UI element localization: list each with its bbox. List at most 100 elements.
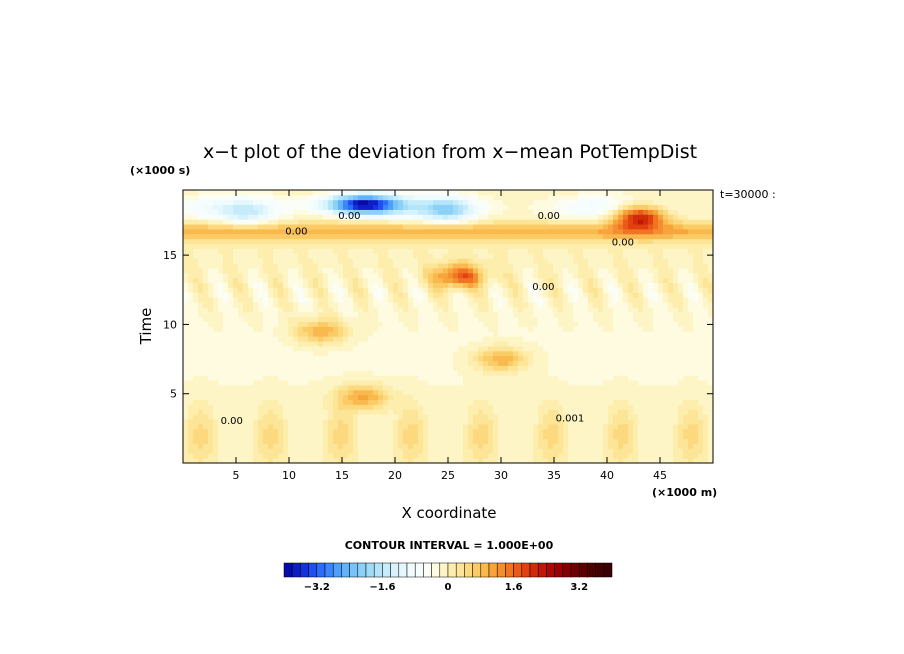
heatmap-cell (463, 258, 469, 264)
heatmap-cell (703, 365, 709, 371)
heatmap-cell (263, 443, 269, 449)
heatmap-cell (643, 385, 649, 391)
heatmap-cell (578, 243, 584, 249)
heatmap-cell (668, 292, 674, 298)
heatmap-cell (678, 414, 684, 420)
heatmap-cell (673, 438, 679, 444)
heatmap-cell (318, 268, 324, 274)
heatmap-cell (218, 282, 224, 288)
heatmap-cell (403, 414, 409, 420)
heatmap-cell (218, 419, 224, 425)
heatmap-cell (218, 263, 224, 269)
heatmap-cell (538, 336, 544, 342)
heatmap-cell (643, 346, 649, 352)
heatmap-cell (428, 453, 434, 459)
heatmap-cell (243, 419, 249, 425)
heatmap-cell (228, 399, 234, 405)
heatmap-cell (518, 321, 524, 327)
heatmap-cell (223, 409, 229, 415)
heatmap-cell (258, 409, 264, 415)
heatmap-cell (238, 375, 244, 381)
heatmap-cell (323, 277, 329, 284)
heatmap-cell (673, 233, 679, 240)
heatmap-cell (643, 394, 649, 401)
heatmap-cell (393, 350, 399, 357)
heatmap-cell (588, 404, 594, 410)
heatmap-cell (458, 272, 464, 279)
heatmap-cell (623, 287, 629, 293)
heatmap-cell (523, 453, 529, 459)
heatmap-cell (238, 238, 244, 245)
heatmap-cell (288, 336, 294, 342)
heatmap-cell (543, 253, 549, 259)
heatmap-cell (528, 321, 534, 327)
heatmap-cell (653, 448, 659, 454)
heatmap-cell (233, 428, 239, 435)
heatmap-cell (188, 268, 194, 274)
heatmap-cell (613, 233, 619, 240)
heatmap-cell (298, 389, 304, 396)
heatmap-cell (483, 287, 489, 293)
heatmap-cell (333, 307, 339, 313)
heatmap-cell (403, 238, 409, 245)
heatmap-cell (363, 253, 369, 259)
heatmap-cell (198, 326, 204, 332)
heatmap-cell (423, 414, 429, 420)
heatmap-cell (528, 350, 534, 357)
heatmap-cell (568, 389, 574, 396)
heatmap-cell (338, 365, 344, 371)
heatmap-cell (448, 272, 454, 279)
heatmap-cell (513, 380, 519, 386)
heatmap-cell (313, 321, 319, 327)
heatmap-cell (553, 389, 559, 396)
heatmap-cell (458, 404, 464, 410)
heatmap-cell (463, 277, 469, 284)
heatmap-cell (358, 336, 364, 342)
heatmap-cell (543, 360, 549, 366)
heatmap-cell (203, 360, 209, 366)
heatmap-cell (653, 272, 659, 279)
heatmap-cell (333, 438, 339, 444)
heatmap-cell (373, 375, 379, 381)
heatmap-cell (353, 277, 359, 284)
heatmap-cell (463, 238, 469, 245)
heatmap-cell (268, 253, 274, 259)
heatmap-cell (588, 438, 594, 444)
heatmap-cell (628, 424, 634, 430)
heatmap-cell (268, 243, 274, 249)
heatmap-cell (673, 385, 679, 391)
heatmap-cell (543, 297, 549, 303)
heatmap-cell (203, 399, 209, 405)
heatmap-cell (708, 311, 714, 318)
heatmap-cell (223, 399, 229, 405)
heatmap-cell (388, 428, 394, 435)
heatmap-cell (638, 458, 644, 464)
heatmap-cell (663, 399, 669, 405)
heatmap-cell (403, 316, 409, 323)
heatmap-cell (628, 414, 634, 420)
heatmap-cell (708, 282, 714, 288)
heatmap-cell (588, 282, 594, 288)
heatmap-cell (613, 443, 619, 449)
heatmap-cell (568, 404, 574, 410)
heatmap-cell (598, 243, 604, 249)
heatmap-cell (413, 326, 419, 332)
heatmap-cell (488, 448, 494, 454)
heatmap-cell (518, 248, 524, 254)
heatmap-cell (233, 453, 239, 459)
heatmap-cell (338, 409, 344, 415)
heatmap-cell (463, 350, 469, 357)
heatmap-cell (388, 419, 394, 425)
heatmap-cell (388, 331, 394, 337)
heatmap-cell (463, 287, 469, 293)
heatmap-cell (518, 311, 524, 318)
heatmap-cell (698, 419, 704, 425)
heatmap-cell (573, 272, 579, 279)
heatmap-cell (343, 248, 349, 254)
heatmap-cell (238, 272, 244, 279)
heatmap-cell (703, 424, 709, 430)
heatmap-cell (398, 341, 404, 347)
heatmap-cell (608, 341, 614, 347)
heatmap-cell (238, 438, 244, 444)
heatmap-cell (588, 287, 594, 293)
